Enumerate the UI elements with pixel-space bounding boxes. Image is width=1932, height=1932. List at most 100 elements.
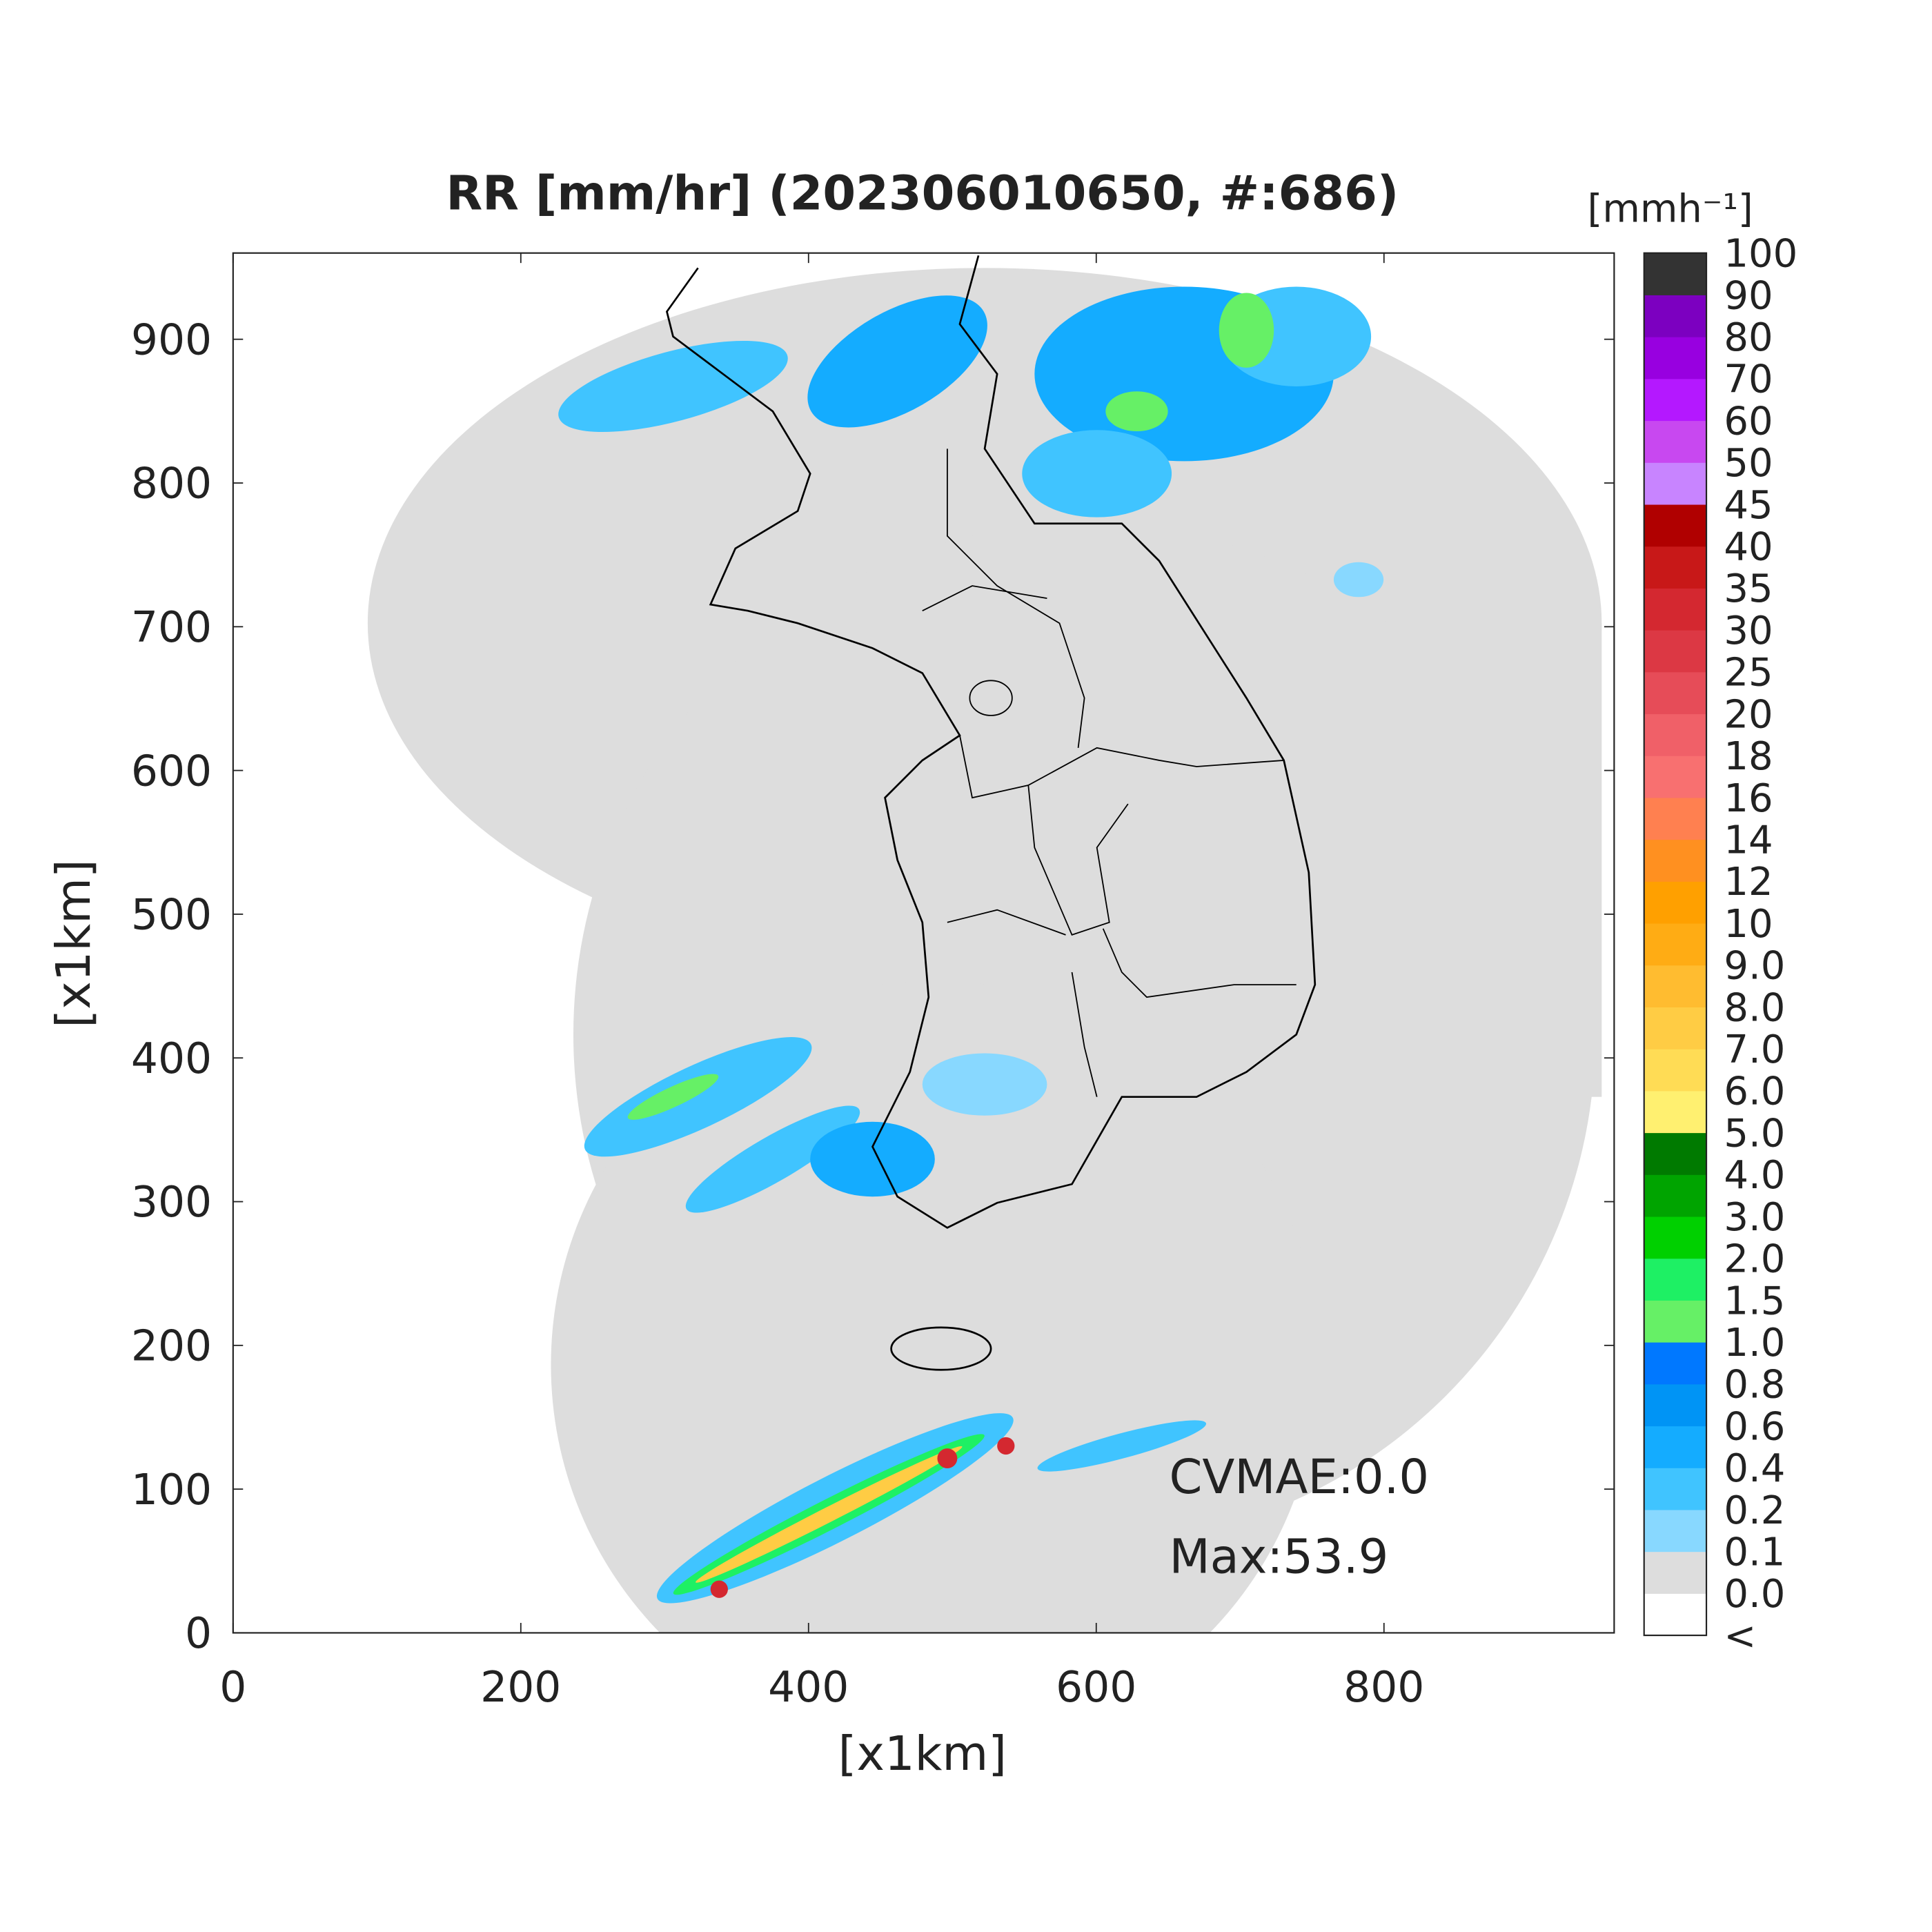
colorbar-swatch: [1644, 671, 1707, 715]
colorbar-label: 50: [1724, 441, 1773, 486]
colorbar-swatch: [1644, 1216, 1707, 1259]
map-title: RR [mm/hr] (202306010650, #:686): [446, 166, 1399, 221]
colorbar-label: 9.0: [1724, 944, 1785, 989]
colorbar-label: 20: [1724, 692, 1773, 737]
colorbar-swatch: [1644, 1383, 1707, 1427]
colorbar-swatch: [1644, 1300, 1707, 1343]
colorbar-label: 10: [1724, 902, 1773, 947]
x-tick-label: 600: [1056, 1663, 1136, 1712]
colorbar-swatch: [1644, 1049, 1707, 1092]
colorbar-swatch: [1644, 546, 1707, 589]
y-tick-label: 0: [185, 1609, 212, 1658]
seoul-border: [969, 680, 1013, 716]
rain-echo: [584, 1037, 1207, 1604]
colorbar-label: 60: [1724, 399, 1773, 444]
colorbar-swatch: [1644, 504, 1707, 547]
colorbar-label: 70: [1724, 357, 1773, 402]
colorbar-label: 45: [1724, 483, 1773, 528]
annotation: CVMAE:0.0: [1169, 1450, 1429, 1505]
y-tick-label: 800: [131, 460, 212, 509]
y-tick-label: 600: [131, 747, 212, 796]
colorbar: <0.00.10.20.40.60.81.01.52.03.04.05.06.0…: [1643, 232, 1797, 1659]
colorbar-label: 2.0: [1724, 1237, 1785, 1282]
colorbar-swatch: [1644, 630, 1707, 673]
colorbar-label: 0.6: [1724, 1404, 1785, 1449]
colorbar-swatch: [1644, 420, 1707, 463]
colorbar-label: 5.0: [1724, 1111, 1785, 1156]
x-tick-label: 200: [480, 1663, 561, 1712]
y-tick-label: 500: [131, 891, 212, 940]
y-tick-label: 700: [131, 603, 212, 652]
colorbar-label: 1.5: [1724, 1279, 1785, 1323]
colorbar-frame: [1643, 252, 1708, 1637]
y-tick-label: 100: [131, 1466, 212, 1515]
colorbar-swatch: [1644, 1593, 1707, 1636]
y-tick-label: 300: [131, 1178, 212, 1227]
colorbar-label: <: [1724, 1614, 1756, 1659]
colorbar-swatch: [1644, 1174, 1707, 1217]
colorbar-label: 4.0: [1724, 1153, 1785, 1198]
annotation: Max:53.9: [1169, 1530, 1388, 1585]
colorbar-swatch: [1644, 337, 1707, 379]
x-tick-label: 800: [1343, 1663, 1424, 1712]
colorbar-label: 0.8: [1724, 1363, 1785, 1408]
colorbar-swatch: [1644, 1258, 1707, 1301]
colorbar-label: 30: [1724, 609, 1773, 653]
colorbar-swatch: [1644, 713, 1707, 756]
colorbar-label: 40: [1724, 525, 1773, 570]
colorbar-swatch: [1644, 1342, 1707, 1385]
colorbar-swatch: [1644, 253, 1707, 295]
colorbar-swatch: [1644, 839, 1707, 882]
jeju-coastline: [890, 1326, 992, 1371]
coastline: [665, 255, 1317, 1229]
colorbar-swatch: [1644, 378, 1707, 422]
y-tick-label: 200: [131, 1322, 212, 1371]
colorbar-swatch: [1644, 295, 1707, 337]
x-tick-label: 0: [219, 1663, 246, 1712]
rain-echo: [558, 286, 1384, 598]
colorbar-swatch: [1644, 923, 1707, 966]
y-tick-label: 400: [131, 1034, 212, 1083]
colorbar-swatch: [1644, 1132, 1707, 1175]
colorbar-swatch: [1644, 965, 1707, 1007]
colorbar-swatch: [1644, 1090, 1707, 1134]
colorbar-swatch: [1644, 588, 1707, 631]
plot-frame: [232, 252, 1615, 1634]
colorbar-label: 100: [1724, 232, 1797, 277]
colorbar-swatch: [1644, 1468, 1707, 1510]
radar-coverage: [551, 980, 1319, 1633]
colorbar-swatch: [1644, 756, 1707, 798]
colorbar-label: 8.0: [1724, 985, 1785, 1030]
colorbar-unit: [mmh⁻¹]: [1587, 187, 1753, 232]
colorbar-swatch: [1644, 1509, 1707, 1552]
x-tick-label: 400: [768, 1663, 849, 1712]
y-tick-label: 900: [131, 315, 212, 364]
x-axis-label: [x1km]: [838, 1726, 1007, 1782]
y-axis-label: [x1km]: [46, 859, 101, 1027]
colorbar-label: 0.4: [1724, 1446, 1785, 1491]
colorbar-swatch: [1644, 881, 1707, 924]
province-border: [922, 448, 1297, 1097]
colorbar-swatch: [1644, 1007, 1707, 1049]
colorbar-label: 0.1: [1724, 1530, 1785, 1575]
colorbar-label: 80: [1724, 315, 1773, 360]
colorbar-swatch: [1644, 797, 1707, 840]
colorbar-label: 0.2: [1724, 1488, 1785, 1533]
colorbar-label: 35: [1724, 566, 1773, 611]
colorbar-swatch: [1644, 462, 1707, 505]
colorbar-label: 3.0: [1724, 1195, 1785, 1240]
colorbar-label: 12: [1724, 860, 1773, 905]
colorbar-label: 25: [1724, 651, 1773, 696]
colorbar-label: 16: [1724, 776, 1773, 821]
colorbar-label: 90: [1724, 273, 1773, 318]
colorbar-label: 1.0: [1724, 1321, 1785, 1366]
colorbar-swatch: [1644, 1551, 1707, 1594]
colorbar-label: 7.0: [1724, 1027, 1785, 1072]
colorbar-label: 6.0: [1724, 1070, 1785, 1114]
colorbar-label: 18: [1724, 734, 1773, 779]
colorbar-label: 14: [1724, 818, 1773, 862]
radar-field: [367, 255, 1602, 1633]
colorbar-swatch: [1644, 1426, 1707, 1468]
colorbar-label: 0.0: [1724, 1572, 1785, 1617]
